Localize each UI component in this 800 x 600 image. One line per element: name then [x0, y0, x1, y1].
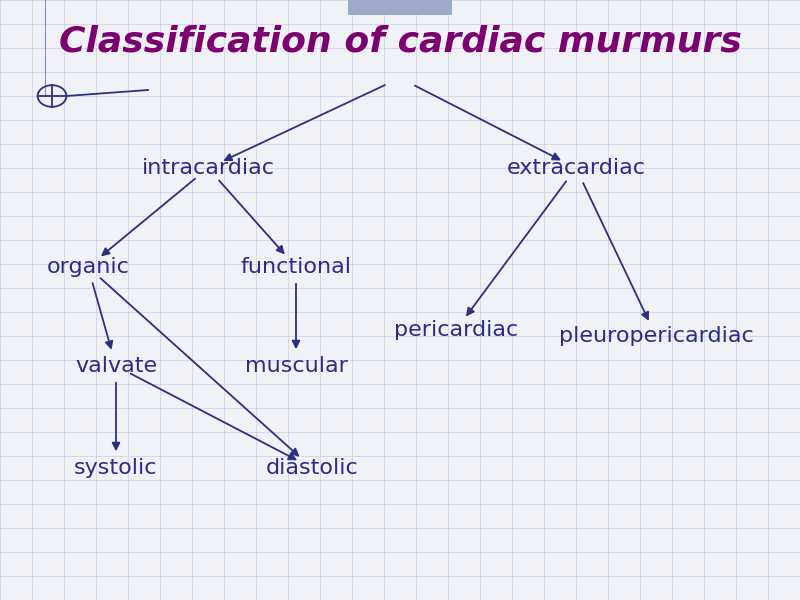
Text: valvate: valvate [75, 356, 157, 376]
Text: functional: functional [241, 257, 351, 277]
Text: systolic: systolic [74, 458, 158, 478]
Text: Classification of cardiac murmurs: Classification of cardiac murmurs [58, 25, 742, 59]
Text: intracardiac: intracardiac [142, 158, 274, 178]
Bar [348, 0, 452, 15]
Text: extracardiac: extracardiac [506, 158, 646, 178]
Text: pericardiac: pericardiac [394, 320, 518, 340]
Text: muscular: muscular [245, 356, 347, 376]
Text: pleuropericardiac: pleuropericardiac [558, 326, 754, 346]
Text: organic: organic [46, 257, 130, 277]
Text: diastolic: diastolic [266, 458, 358, 478]
